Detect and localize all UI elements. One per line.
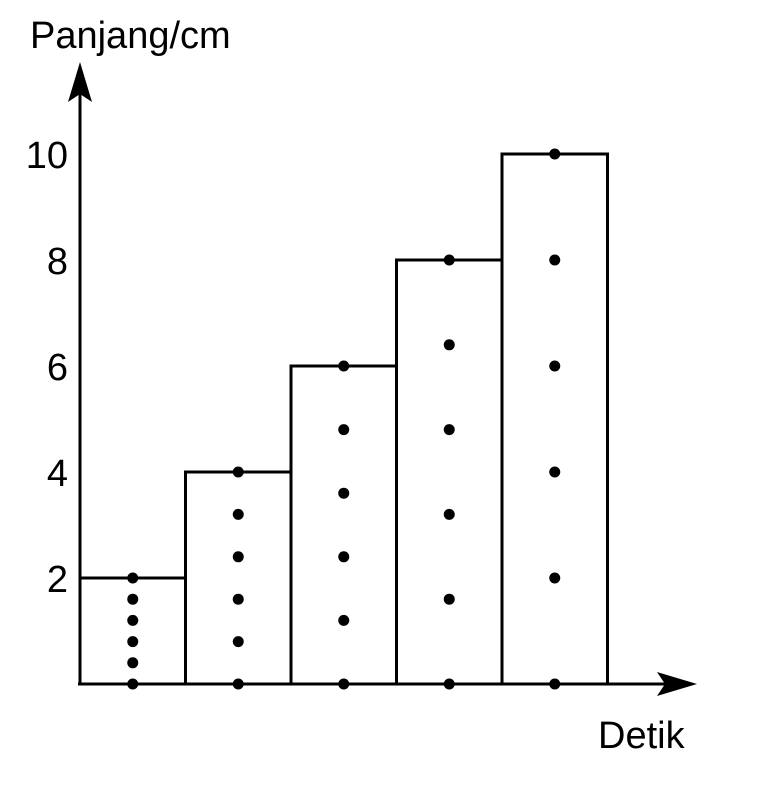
dot-bar2-2 [232, 636, 244, 648]
dot-bar3-4 [338, 487, 350, 499]
bar-2 [184, 470, 293, 686]
dot-bar4-6 [443, 254, 455, 266]
bar-3 [289, 364, 398, 686]
dot-bar4-4 [443, 424, 455, 436]
dot-bar4-3 [443, 508, 455, 520]
dot-bar5-5 [549, 254, 561, 266]
x-axis-arrow-icon [657, 672, 697, 696]
dot-bar3-6 [338, 360, 350, 372]
y-tick-labels: 2 4 6 8 10 [26, 135, 68, 601]
dot-bar1-5 [127, 593, 139, 605]
dot-bar3-3 [338, 551, 350, 563]
dot-bar1-6 [127, 572, 139, 584]
dot-bar5-6 [549, 148, 561, 160]
dot-bar2-5 [232, 508, 244, 520]
y-tick-label: 8 [47, 241, 68, 283]
dot-bar3-5 [338, 424, 350, 436]
bars-group [78, 152, 609, 686]
dot-bar5-2 [549, 572, 561, 584]
dot-bar2-3 [232, 593, 244, 605]
dot-bar4-2 [443, 593, 455, 605]
y-axis-arrow-icon [68, 62, 92, 102]
bar-5 [500, 152, 609, 686]
y-tick-label: 4 [47, 453, 68, 495]
y-tick-label: 10 [26, 135, 68, 177]
y-tick-label: 2 [47, 559, 68, 601]
dot-bar2-6 [232, 466, 244, 478]
dot-bar3-2 [338, 614, 350, 626]
x-axis-label: Detik [598, 715, 686, 757]
dot-bar5-3 [549, 466, 561, 478]
dot-bar1-4 [127, 614, 139, 626]
y-axis-label: Panjang/cm [30, 15, 231, 57]
dot-bar1-2 [127, 657, 139, 669]
dot-bar5-4 [549, 360, 561, 372]
bar-4 [395, 258, 504, 686]
dot-bar1-3 [127, 636, 139, 648]
y-tick-label: 6 [47, 347, 68, 389]
dot-bar4-5 [443, 339, 455, 351]
dot-bar2-4 [232, 551, 244, 563]
